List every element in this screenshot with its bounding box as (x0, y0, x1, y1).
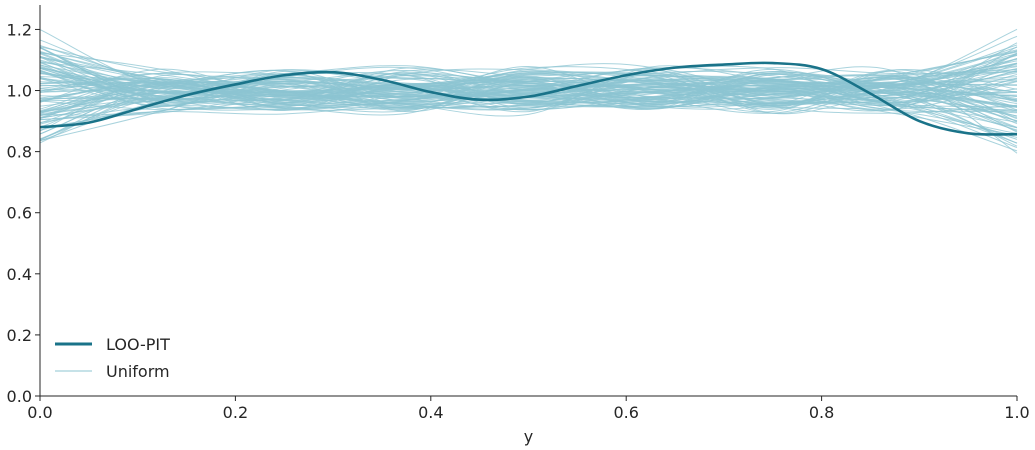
uniform-curve (39, 65, 1018, 105)
x-axis-ticks: 0.0 0.2 0.4 0.6 0.8 1.0 (27, 396, 1030, 422)
x-tick-label: 1.0 (1004, 403, 1029, 422)
y-axis-ticks: 0.0 0.2 0.4 0.6 0.8 1.0 1.2 (7, 20, 40, 406)
uniform-curve (39, 69, 1018, 110)
y-tick-label: 0.2 (7, 326, 32, 345)
x-tick-label: 0.0 (27, 403, 52, 422)
x-tick-label: 0.8 (809, 403, 834, 422)
loo-pit-series (39, 61, 1018, 136)
uniform-curve (39, 52, 1018, 111)
y-tick-label: 0.6 (7, 204, 32, 223)
uniform-curve (39, 63, 1018, 107)
legend: LOO-PIT Uniform (55, 335, 170, 381)
uniform-curves (39, 28, 1018, 154)
y-tick-label: 0.0 (7, 387, 32, 406)
uniform-curve (39, 66, 1018, 116)
uniform-curve (39, 46, 1018, 117)
legend-label-uniform: Uniform (106, 362, 170, 381)
uniform-curve (39, 46, 1018, 104)
x-axis-label: y (524, 427, 533, 446)
x-tick-label: 0.4 (418, 403, 443, 422)
uniform-curve (39, 76, 1018, 104)
y-tick-label: 1.0 (7, 82, 32, 101)
y-tick-label: 1.2 (7, 20, 32, 39)
x-tick-label: 0.6 (613, 403, 638, 422)
y-tick-label: 0.4 (7, 265, 32, 284)
loo-pit-line (39, 61, 1018, 136)
legend-label-loo-pit: LOO-PIT (106, 335, 170, 354)
uniform-curve (39, 76, 1018, 108)
y-tick-label: 0.8 (7, 143, 32, 162)
x-tick-label: 0.2 (223, 403, 248, 422)
uniform-curve (39, 53, 1018, 113)
uniform-curve (39, 88, 1018, 111)
uniform-curve (39, 70, 1018, 121)
uniform-curve (39, 29, 1018, 122)
